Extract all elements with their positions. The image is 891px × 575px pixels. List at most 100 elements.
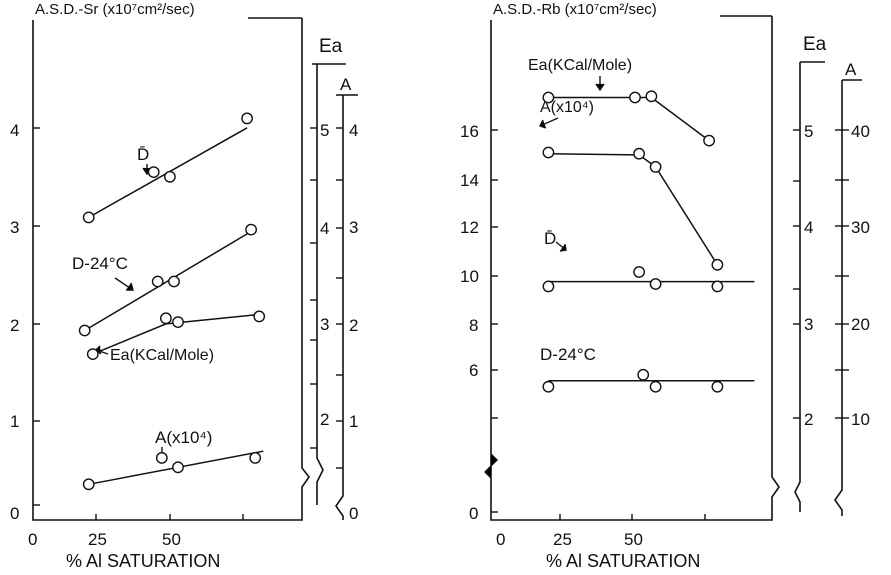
- plot-area-sr: [78, 112, 266, 491]
- a-axis-label-rb: A: [845, 60, 857, 79]
- data-point-rb-0-1: [629, 91, 641, 104]
- data-point-sr-3-3: [249, 451, 262, 464]
- panel-rb: A.S.D.-Rb (x10⁷cm²/sec) Ea A % Al SATURA…: [460, 1, 870, 571]
- panel-sr: A.S.D.-Sr (x10⁷cm²/sec) Ea A % Al SATURA…: [10, 1, 358, 571]
- a-tick-sr-1: 1: [349, 412, 358, 431]
- data-point-rb-2-2: [649, 278, 662, 290]
- data-point-sr-3-1: [155, 451, 168, 464]
- ea-tick-rb-5: 5: [804, 122, 813, 141]
- y-tick-sr-1: 1: [10, 412, 19, 431]
- fit-line-rb-1: [548, 152, 719, 266]
- y-tick-sr-0: 0: [10, 504, 19, 523]
- series-label-sr-0: D̄: [137, 145, 149, 164]
- a-tick-rb-10: 10: [851, 410, 870, 429]
- ea-tick-rb-3: 3: [804, 315, 813, 334]
- tick-labels-rb: 0 6 8 10 12 14 16 0 25 50 2 3 4 5 10 20 …: [460, 122, 870, 549]
- ea-axis-sr: [312, 63, 346, 505]
- data-point-sr-0-0: [82, 211, 95, 224]
- a-tick-rb-40: 40: [851, 122, 870, 141]
- a-tick-sr-3: 3: [349, 218, 358, 237]
- series-label-sr-3: A(x10⁴): [155, 428, 212, 447]
- a-axis-sr: [335, 94, 358, 520]
- data-point-rb-1-2: [649, 160, 662, 173]
- x-tick-rb-0: 0: [496, 530, 505, 549]
- data-point-rb-1-0: [542, 146, 555, 159]
- data-point-sr-1-1: [151, 275, 164, 288]
- tick-labels-sr: 0 1 2 3 4 0 25 50 2 3 4 5 0 1 2 3 4: [10, 121, 358, 549]
- ea-tick-rb-2: 2: [804, 410, 813, 429]
- a-tick-sr-2: 2: [349, 316, 358, 335]
- y-tick-rb-8: 8: [469, 316, 478, 335]
- data-point-sr-2-1: [159, 312, 172, 325]
- y-tick-sr-4: 4: [10, 121, 19, 140]
- annotations-rb: Ea(KCal/Mole) A(x10⁴) D̄ D-24°C: [528, 57, 632, 364]
- x-tick-rb-50: 50: [624, 530, 643, 549]
- data-point-rb-1-3: [711, 258, 724, 271]
- data-point-sr-0-1: [147, 166, 160, 179]
- data-point-rb-3-1: [637, 368, 650, 381]
- data-point-rb-2-1: [633, 266, 645, 278]
- ticks-sr: [33, 127, 343, 520]
- data-point-rb-0-3: [703, 134, 715, 147]
- ea-tick-sr-4: 4: [320, 219, 329, 238]
- data-point-sr-2-2: [172, 316, 184, 328]
- series-label-sr-2: Ea(KCal/Mole): [110, 347, 214, 364]
- series-label-rb-1: A(x10⁴): [540, 99, 594, 116]
- data-point-rb-0-0: [542, 91, 555, 104]
- data-point-rb-3-3: [711, 380, 724, 393]
- data-point-sr-1-2: [168, 275, 180, 288]
- annotations-sr: D̄ D-24°C Ea(KCal/Mole) A(x10⁴): [72, 145, 214, 463]
- data-point-sr-1-0: [78, 324, 91, 337]
- x-tick-rb-25: 25: [553, 530, 572, 549]
- series-label-sr-1: D-24°C: [72, 254, 128, 273]
- series-label-rb-0: Ea(KCal/Mole): [528, 57, 632, 74]
- data-point-sr-1-3: [245, 223, 258, 236]
- y-axis-label-sr: A.S.D.-Sr (x10⁷cm²/sec): [35, 1, 195, 18]
- y-tick-rb-12: 12: [460, 218, 479, 237]
- data-point-sr-2-0: [86, 348, 99, 360]
- y-break-rb: [484, 453, 498, 479]
- ea-tick-sr-5: 5: [320, 121, 329, 140]
- a-axis-rb: [834, 79, 862, 516]
- fit-line-sr-1: [84, 230, 252, 332]
- frame-rb: [490, 15, 780, 521]
- ea-axis-rb: [794, 61, 825, 512]
- data-point-rb-2-3: [711, 280, 724, 293]
- ea-axis-label-rb: Ea: [803, 34, 827, 55]
- data-point-sr-0-3: [241, 112, 254, 125]
- ea-tick-sr-2: 2: [320, 410, 329, 429]
- ea-axis-label-sr: Ea: [319, 36, 343, 57]
- ea-tick-rb-4: 4: [804, 218, 813, 237]
- y-tick-rb-6: 6: [469, 361, 478, 380]
- a-tick-rb-30: 30: [851, 218, 870, 237]
- y-tick-rb-14: 14: [460, 171, 479, 190]
- y-tick-rb-10: 10: [460, 267, 479, 286]
- a-tick-sr-0: 0: [349, 504, 358, 523]
- a-axis-label-sr: A: [340, 75, 352, 94]
- x-tick-sr-50: 50: [162, 530, 181, 549]
- data-point-rb-3-2: [649, 380, 662, 393]
- x-tick-sr-0: 0: [28, 530, 37, 549]
- x-tick-sr-25: 25: [88, 530, 107, 549]
- a-tick-rb-20: 20: [851, 315, 870, 334]
- y-tick-rb-0: 0: [469, 504, 478, 523]
- y-tick-sr-3: 3: [10, 218, 19, 237]
- ticks-rb: [491, 129, 849, 520]
- ea-tick-sr-3: 3: [320, 315, 329, 334]
- y-axis-label-rb: A.S.D.-Rb (x10⁷cm²/sec): [493, 1, 657, 18]
- data-point-sr-0-2: [163, 170, 176, 183]
- data-point-sr-3-2: [172, 461, 184, 474]
- a-tick-sr-4: 4: [349, 121, 358, 140]
- data-point-rb-2-0: [542, 280, 555, 293]
- series-label-rb-2: D̄: [544, 229, 556, 248]
- y-tick-rb-16: 16: [460, 122, 479, 141]
- data-point-rb-0-2: [645, 90, 658, 103]
- data-point-rb-3-0: [542, 380, 555, 393]
- plot-area-rb: [542, 90, 755, 393]
- data-point-rb-1-1: [633, 147, 645, 160]
- x-axis-label-rb: % Al SATURATION: [546, 551, 700, 571]
- y-tick-sr-2: 2: [10, 316, 19, 335]
- data-point-sr-3-0: [82, 478, 95, 491]
- data-point-sr-2-3: [253, 310, 266, 323]
